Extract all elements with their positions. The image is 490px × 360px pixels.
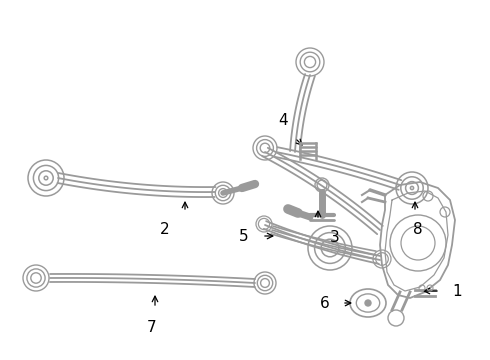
Text: 5: 5 — [238, 229, 248, 243]
Text: 4: 4 — [278, 113, 288, 128]
Text: 2: 2 — [160, 222, 170, 237]
Text: 7: 7 — [147, 320, 157, 335]
Text: 6: 6 — [320, 296, 330, 310]
Circle shape — [365, 300, 371, 306]
Text: 3: 3 — [330, 230, 340, 245]
Text: 1: 1 — [452, 284, 462, 298]
Text: 8: 8 — [413, 222, 423, 237]
